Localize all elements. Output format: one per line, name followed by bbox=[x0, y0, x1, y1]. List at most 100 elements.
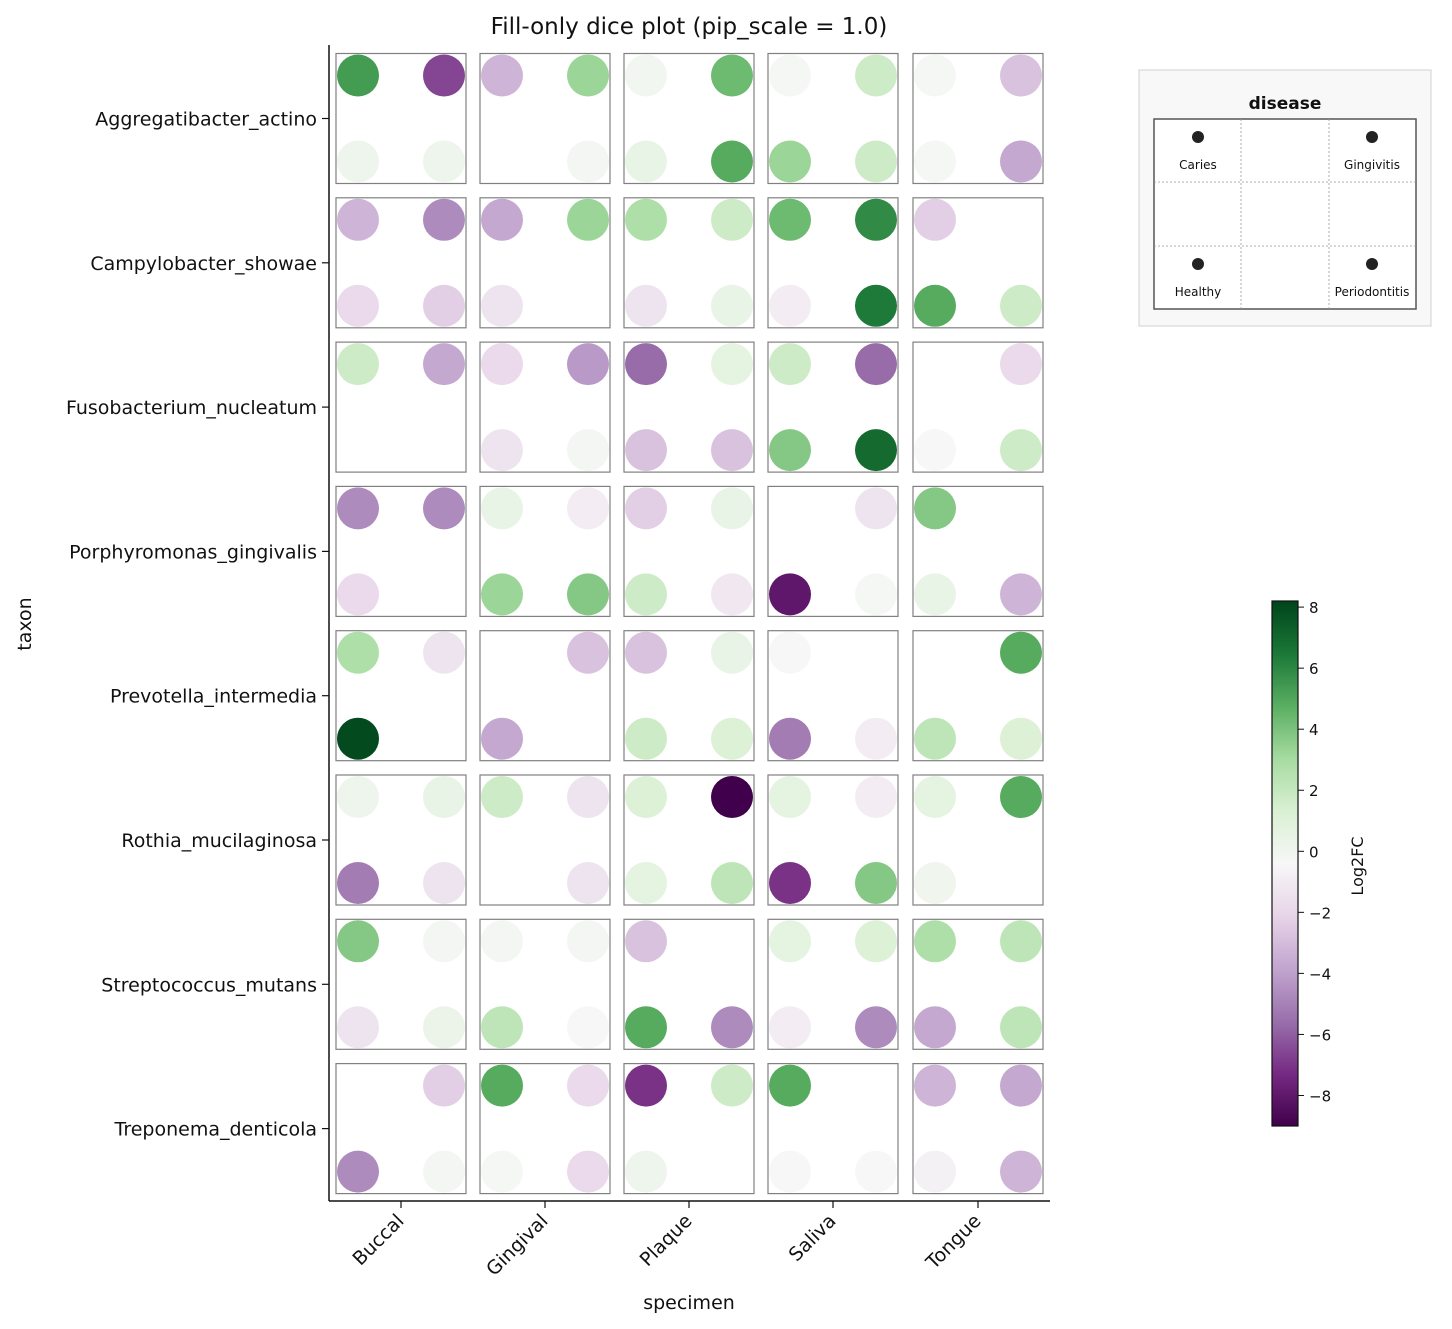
pip-gingivitis bbox=[567, 54, 609, 97]
pip-healthy bbox=[337, 1150, 379, 1193]
pip-healthy bbox=[625, 862, 667, 904]
pip-caries bbox=[914, 920, 956, 963]
die-outline bbox=[767, 774, 899, 906]
die-Campylobacter_showae-Plaque bbox=[623, 197, 755, 329]
pip-periodontitis bbox=[711, 140, 753, 183]
die-outline bbox=[912, 1062, 1044, 1195]
pip-healthy bbox=[914, 140, 956, 183]
pip-periodontitis bbox=[1000, 717, 1042, 760]
log2fc-colorbar: −8 −6 −4 −2 0 2 4 6 8 Log2FC bbox=[1271, 599, 1367, 1127]
pip-gingivitis bbox=[423, 54, 465, 97]
pip-periodontitis bbox=[1000, 573, 1042, 616]
pip-healthy bbox=[481, 284, 523, 327]
pip-gingivitis bbox=[567, 198, 609, 241]
pip-caries bbox=[625, 776, 667, 818]
pip-periodontitis bbox=[711, 573, 753, 616]
pip-periodontitis bbox=[855, 1006, 897, 1049]
pip-gingivitis bbox=[567, 487, 609, 530]
pip-caries bbox=[625, 1064, 667, 1107]
pip-gingivitis bbox=[567, 1064, 609, 1107]
pip-healthy bbox=[914, 573, 956, 616]
pip-gingivitis bbox=[1000, 54, 1042, 97]
die-outline bbox=[335, 485, 467, 617]
pip-caries bbox=[481, 54, 523, 97]
x-axis-label: specimen bbox=[643, 1292, 735, 1314]
pip-caries bbox=[769, 343, 811, 386]
pip-healthy bbox=[769, 1006, 811, 1049]
pip-gingivitis bbox=[855, 54, 897, 97]
legend-label-caries: Caries bbox=[1179, 158, 1217, 172]
pip-periodontitis bbox=[855, 140, 897, 183]
die-outline bbox=[623, 197, 755, 329]
pip-caries bbox=[769, 198, 811, 241]
die-Aggregatibacter_actino-Saliva bbox=[767, 52, 899, 185]
die-Prevotella_intermedia-Buccal bbox=[335, 630, 467, 762]
die-Porphyromonas_gingivalis-Plaque bbox=[623, 485, 755, 617]
x-tick-label: Buccal bbox=[348, 1210, 408, 1270]
colorbar-ticks: −8 −6 −4 −2 0 2 4 6 8 bbox=[1298, 599, 1331, 1105]
pip-caries bbox=[769, 920, 811, 963]
pip-caries bbox=[914, 198, 956, 241]
pip-healthy bbox=[337, 717, 379, 760]
pip-periodontitis bbox=[855, 573, 897, 616]
die-outline bbox=[623, 485, 755, 617]
pip-periodontitis bbox=[423, 140, 465, 183]
y-tick-label: Prevotella_intermedia bbox=[110, 686, 317, 708]
colorbar-label: Log2FC bbox=[1348, 836, 1367, 895]
die-outline bbox=[623, 630, 755, 762]
pip-periodontitis bbox=[711, 284, 753, 327]
die-Fusobacterium_nucleatum-Gingival bbox=[479, 341, 611, 473]
die-outline bbox=[767, 918, 899, 1050]
pip-caries bbox=[914, 54, 956, 97]
pip-gingivitis bbox=[711, 54, 753, 97]
die-outline bbox=[479, 197, 611, 329]
die-Campylobacter_showae-Buccal bbox=[335, 197, 467, 329]
pip-gingivitis bbox=[567, 776, 609, 818]
pip-caries bbox=[769, 54, 811, 97]
die-Rothia_mucilaginosa-Plaque bbox=[623, 774, 755, 906]
pip-gingivitis bbox=[711, 198, 753, 241]
pip-caries bbox=[914, 776, 956, 818]
die-outline bbox=[335, 630, 467, 762]
pip-healthy bbox=[914, 284, 956, 327]
legend-pip-caries bbox=[1192, 131, 1204, 143]
x-tick-label: Gingival bbox=[482, 1210, 552, 1280]
pip-periodontitis bbox=[567, 573, 609, 616]
pip-gingivitis bbox=[711, 631, 753, 674]
pip-gingivitis bbox=[855, 198, 897, 241]
y-tick-label: Aggregatibacter_actino bbox=[95, 109, 317, 131]
pip-healthy bbox=[769, 862, 811, 904]
pip-caries bbox=[769, 776, 811, 818]
die-Rothia_mucilaginosa-Tongue bbox=[912, 774, 1044, 906]
pip-periodontitis bbox=[423, 1150, 465, 1193]
x-tick-label: Tongue bbox=[921, 1210, 985, 1274]
pip-gingivitis bbox=[855, 487, 897, 530]
pip-caries bbox=[625, 343, 667, 386]
die-outline bbox=[767, 630, 899, 762]
pip-periodontitis bbox=[1000, 429, 1042, 472]
pip-caries bbox=[337, 487, 379, 530]
pip-gingivitis bbox=[423, 343, 465, 386]
pip-gingivitis bbox=[711, 776, 753, 818]
pip-periodontitis bbox=[567, 1150, 609, 1193]
pip-caries bbox=[337, 54, 379, 97]
die-Fusobacterium_nucleatum-Plaque bbox=[623, 341, 755, 473]
pip-healthy bbox=[481, 573, 523, 616]
colorbar-tick-label: −2 bbox=[1309, 904, 1331, 922]
pip-gingivitis bbox=[567, 631, 609, 674]
pip-gingivitis bbox=[1000, 1064, 1042, 1107]
pip-healthy bbox=[337, 573, 379, 616]
y-tick-label: Treponema_denticola bbox=[114, 1119, 317, 1141]
pip-periodontitis bbox=[567, 1006, 609, 1049]
legend-label-gingivitis: Gingivitis bbox=[1344, 158, 1400, 172]
pip-healthy bbox=[769, 140, 811, 183]
x-tick-label: Saliva bbox=[785, 1210, 841, 1266]
die-Fusobacterium_nucleatum-Saliva bbox=[767, 341, 899, 473]
die-outline bbox=[912, 918, 1044, 1050]
pip-periodontitis bbox=[567, 429, 609, 472]
pip-healthy bbox=[914, 717, 956, 760]
die-outline bbox=[912, 485, 1044, 617]
pip-caries bbox=[481, 343, 523, 386]
die-Campylobacter_showae-Tongue bbox=[912, 197, 1044, 329]
die-outline bbox=[623, 341, 755, 473]
